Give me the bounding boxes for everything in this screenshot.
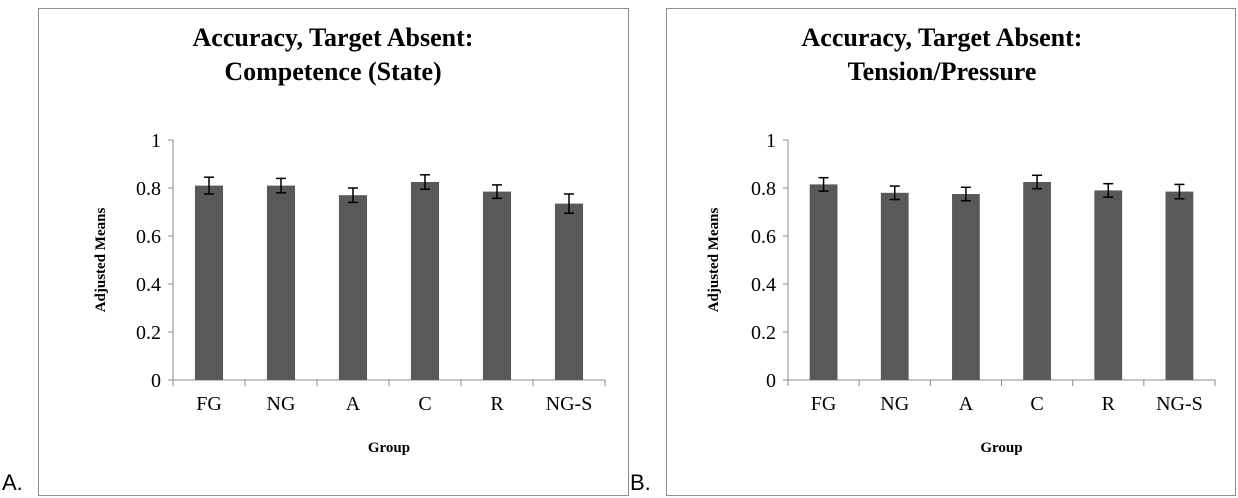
b-bar-ng-s bbox=[1165, 191, 1194, 380]
b-x-tick-label-c: C bbox=[1030, 393, 1043, 415]
b-bar-r bbox=[1094, 190, 1123, 380]
b-x-tick-label-fg: FG bbox=[811, 393, 837, 415]
b-y-tick-label: 0.2 bbox=[751, 322, 776, 344]
b-bar-a bbox=[952, 194, 980, 380]
panel-label-b: B. bbox=[630, 470, 651, 495]
b-y-tick-label: 0.8 bbox=[751, 178, 776, 200]
b-x-tick-label-a: A bbox=[959, 393, 974, 415]
a-y-tick-label: 0.4 bbox=[136, 274, 161, 296]
a-y-tick-label: 0.6 bbox=[136, 226, 161, 248]
a-y-tick-label: 0 bbox=[151, 370, 161, 392]
b-bar-fg bbox=[809, 184, 838, 380]
b-x-tick-label-r: R bbox=[1102, 393, 1116, 415]
a-bar-ng-s bbox=[554, 203, 584, 380]
a-chart-title-line-2: Competence (State) bbox=[224, 57, 441, 86]
a-bar-a bbox=[338, 195, 368, 380]
a-x-tick-label-c: C bbox=[418, 393, 431, 415]
a-x-tick-label-ng: NG bbox=[267, 393, 296, 415]
a-y-axis-title: Adjusted Means bbox=[93, 208, 109, 313]
a-bar-c bbox=[410, 182, 440, 380]
b-y-tick-label: 1 bbox=[766, 130, 776, 152]
a-bar-fg bbox=[194, 185, 224, 380]
b-bar-ng bbox=[880, 192, 909, 380]
b-bar-c bbox=[1023, 182, 1051, 380]
a-y-tick-label: 0.8 bbox=[136, 178, 161, 200]
a-chart-title-line-1: Accuracy, Target Absent: bbox=[193, 23, 474, 52]
a-x-tick-label-fg: FG bbox=[196, 393, 222, 415]
b-x-axis-title: Group bbox=[980, 440, 1022, 456]
b-chart-title-line-2: Tension/Pressure bbox=[848, 57, 1037, 86]
chart-frame-a bbox=[38, 8, 629, 496]
b-y-axis-title: Adjusted Means bbox=[706, 208, 722, 313]
b-y-tick-label: 0.6 bbox=[751, 226, 776, 248]
b-chart-title-line-1: Accuracy, Target Absent: bbox=[802, 23, 1083, 52]
a-x-tick-label-ng-s: NG-S bbox=[546, 393, 593, 415]
panel-label-a: A. bbox=[2, 470, 23, 495]
b-y-tick-label: 0.4 bbox=[751, 274, 776, 296]
b-y-tick-label: 0 bbox=[766, 370, 776, 392]
chart-frame-b bbox=[666, 8, 1236, 496]
a-y-tick-label: 0.2 bbox=[136, 322, 161, 344]
a-y-tick-label: 1 bbox=[151, 130, 161, 152]
a-bar-ng bbox=[266, 185, 296, 380]
a-x-tick-label-r: R bbox=[490, 393, 504, 415]
a-x-tick-label-a: A bbox=[346, 393, 361, 415]
b-x-tick-label-ng: NG bbox=[880, 393, 909, 415]
b-x-tick-label-ng-s: NG-S bbox=[1156, 393, 1203, 415]
a-x-axis-title: Group bbox=[368, 440, 410, 456]
a-bar-r bbox=[482, 191, 512, 380]
